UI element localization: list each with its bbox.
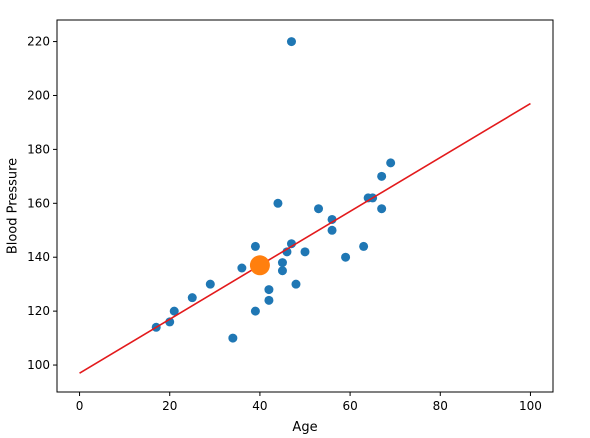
data-point: [286, 37, 296, 47]
data-point: [187, 293, 197, 303]
data-point: [264, 295, 274, 305]
highlighted-point: [249, 255, 270, 276]
data-point: [300, 247, 310, 257]
y-axis-label: Blood Pressure: [6, 158, 21, 254]
x-axis-label: Age: [292, 420, 317, 435]
x-tick-label: 20: [162, 399, 177, 413]
data-point: [341, 252, 351, 262]
data-point: [377, 204, 387, 214]
data-point: [169, 306, 179, 316]
x-tick-label: 100: [519, 399, 542, 413]
data-point: [386, 158, 396, 168]
y-tick-label: 220: [27, 35, 50, 49]
x-tick-label: 60: [342, 399, 357, 413]
y-tick-label: 140: [27, 250, 50, 264]
data-point: [277, 258, 287, 268]
regression-line: [79, 102, 531, 374]
y-tick-label: 100: [27, 358, 50, 372]
plot-area: [79, 37, 531, 374]
data-point: [377, 171, 387, 181]
y-tick-label: 120: [27, 304, 50, 318]
y-tick-label: 200: [27, 88, 50, 102]
data-point: [264, 285, 274, 295]
data-point: [314, 204, 324, 214]
x-tick-label: 0: [76, 399, 84, 413]
data-point: [277, 266, 287, 276]
data-point: [205, 279, 215, 289]
data-point: [228, 333, 238, 343]
data-point: [250, 306, 260, 316]
data-point: [237, 263, 247, 273]
x-tick-label: 80: [433, 399, 448, 413]
data-point: [273, 198, 283, 208]
data-point: [291, 279, 301, 289]
y-tick-label: 180: [27, 142, 50, 156]
axes: 0 20 40 60 80 100 100 120 140 160 180 200 220: [27, 19, 554, 413]
y-tick-label: 160: [27, 196, 50, 210]
plot-frame: [56, 19, 554, 393]
data-point: [327, 225, 337, 235]
plot-inner: [79, 37, 531, 374]
data-point: [250, 241, 260, 251]
data-point: [359, 241, 369, 251]
x-tick-label: 40: [252, 399, 267, 413]
